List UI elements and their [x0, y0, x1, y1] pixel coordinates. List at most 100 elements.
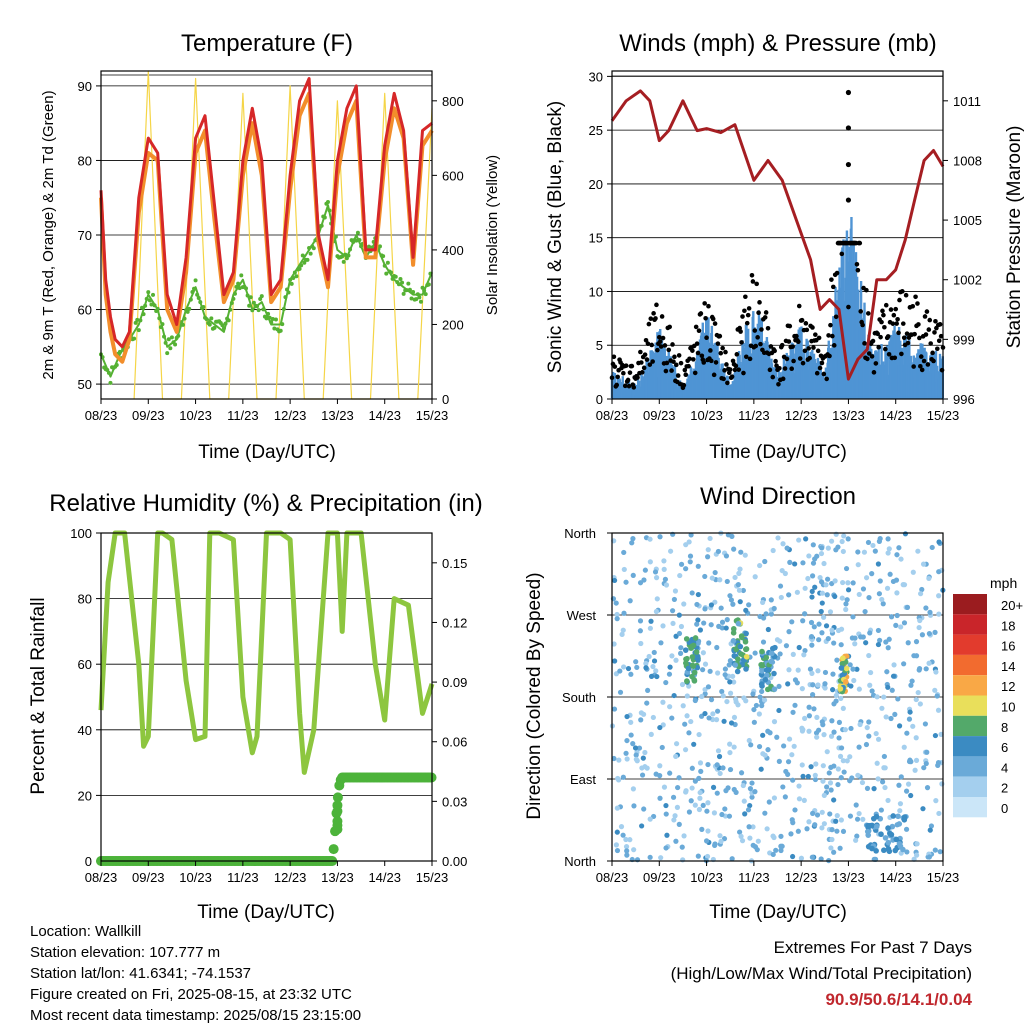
direction-point [845, 580, 851, 586]
direction-point [776, 683, 782, 690]
gust-point [733, 363, 739, 369]
direction-point [730, 601, 736, 607]
gust-point [709, 358, 714, 364]
dewpoint-point [162, 334, 167, 339]
direction-point [906, 716, 913, 722]
dewpoint-point [273, 317, 278, 322]
direction-point [624, 737, 630, 744]
gust-point [831, 343, 837, 348]
dewpoint-point [166, 337, 171, 342]
gust-point [742, 308, 747, 314]
direction-point [694, 601, 700, 608]
gust-point [755, 335, 760, 340]
direction-point [630, 741, 636, 747]
direction-point [903, 788, 910, 794]
gust-point [658, 344, 664, 349]
direction-point [926, 660, 932, 666]
direction-point [680, 703, 686, 709]
x-tick-label: 09/23 [132, 408, 165, 423]
direction-point [623, 750, 629, 756]
direction-point [882, 835, 889, 841]
direction-point [684, 655, 690, 662]
gust-point [693, 324, 699, 330]
direction-point [888, 715, 894, 722]
pressure-line [610, 89, 945, 381]
gust-point [681, 382, 687, 388]
direction-point [614, 847, 621, 854]
legend-swatch [953, 594, 987, 615]
direction-point [877, 578, 883, 584]
solar-y-label: Solar Insolation (Yellow) [484, 155, 501, 315]
y-tick-label: 70 [78, 228, 92, 243]
direction-point [658, 640, 664, 646]
temperature-panel: Temperature (F) 50 60 70 80 90 0 200 400 600 800 0… [40, 30, 501, 463]
direction-point [895, 813, 901, 820]
direction-point [780, 784, 786, 790]
direction-point [733, 646, 740, 653]
gust-point [678, 360, 684, 366]
gust-point [629, 363, 635, 369]
dewpoint-point [168, 346, 173, 351]
direction-point [743, 607, 749, 613]
direction-point [888, 614, 895, 620]
dewpoint-point [333, 234, 338, 239]
direction-point [641, 806, 647, 812]
dewpoint-point [278, 328, 283, 333]
direction-point [844, 597, 850, 603]
humidity-line [98, 530, 435, 775]
direction-point [932, 732, 939, 739]
direction-point [915, 689, 921, 696]
direction-point [789, 817, 795, 823]
direction-point [778, 833, 784, 839]
direction-point [700, 802, 706, 809]
direction-point [819, 545, 825, 551]
direction-point [760, 599, 766, 606]
direction-point [800, 618, 806, 624]
y-tick-label: 20 [78, 788, 92, 803]
direction-point [789, 619, 795, 625]
gust-point [891, 312, 897, 318]
direction-point [868, 669, 874, 676]
gust-point [753, 343, 759, 349]
dewpoint-point [143, 303, 148, 308]
direction-point [686, 809, 693, 815]
direction-point [647, 559, 653, 565]
winds-title: Winds (mph) & Pressure (mb) [619, 30, 936, 57]
direction-point [843, 606, 849, 613]
direction-point [869, 845, 875, 852]
direction-point [896, 821, 903, 827]
dewpoint-point [415, 292, 420, 297]
direction-point [895, 696, 901, 702]
x-tick-label: 15/23 [416, 870, 449, 885]
direction-point [776, 758, 782, 764]
direction-point [654, 596, 660, 602]
direction-point [811, 624, 817, 630]
direction-point [759, 648, 765, 655]
dewpoint-point [209, 316, 214, 321]
gust-point [683, 372, 689, 378]
direction-point [613, 600, 619, 606]
direction-point [730, 630, 737, 636]
x-tick-label: 15/23 [416, 408, 449, 423]
direction-point [727, 593, 733, 599]
direction-point [841, 769, 847, 775]
direction-point [768, 611, 774, 617]
direction-point [684, 678, 690, 684]
gust-point [830, 284, 836, 290]
direction-point [702, 710, 708, 717]
direction-point [806, 728, 812, 734]
direction-point [705, 828, 711, 834]
dewpoint-point [149, 302, 154, 307]
gust-point [791, 358, 796, 364]
gust-point [664, 360, 670, 366]
direction-point [762, 752, 768, 758]
direction-point [660, 623, 666, 629]
gust-point [865, 311, 871, 316]
direction-point [765, 747, 771, 753]
gust-point [869, 354, 875, 359]
gust-point [750, 279, 756, 284]
direction-point [630, 786, 636, 792]
direction-point [765, 626, 771, 633]
gust-point [650, 359, 655, 364]
direction-point [667, 770, 673, 776]
